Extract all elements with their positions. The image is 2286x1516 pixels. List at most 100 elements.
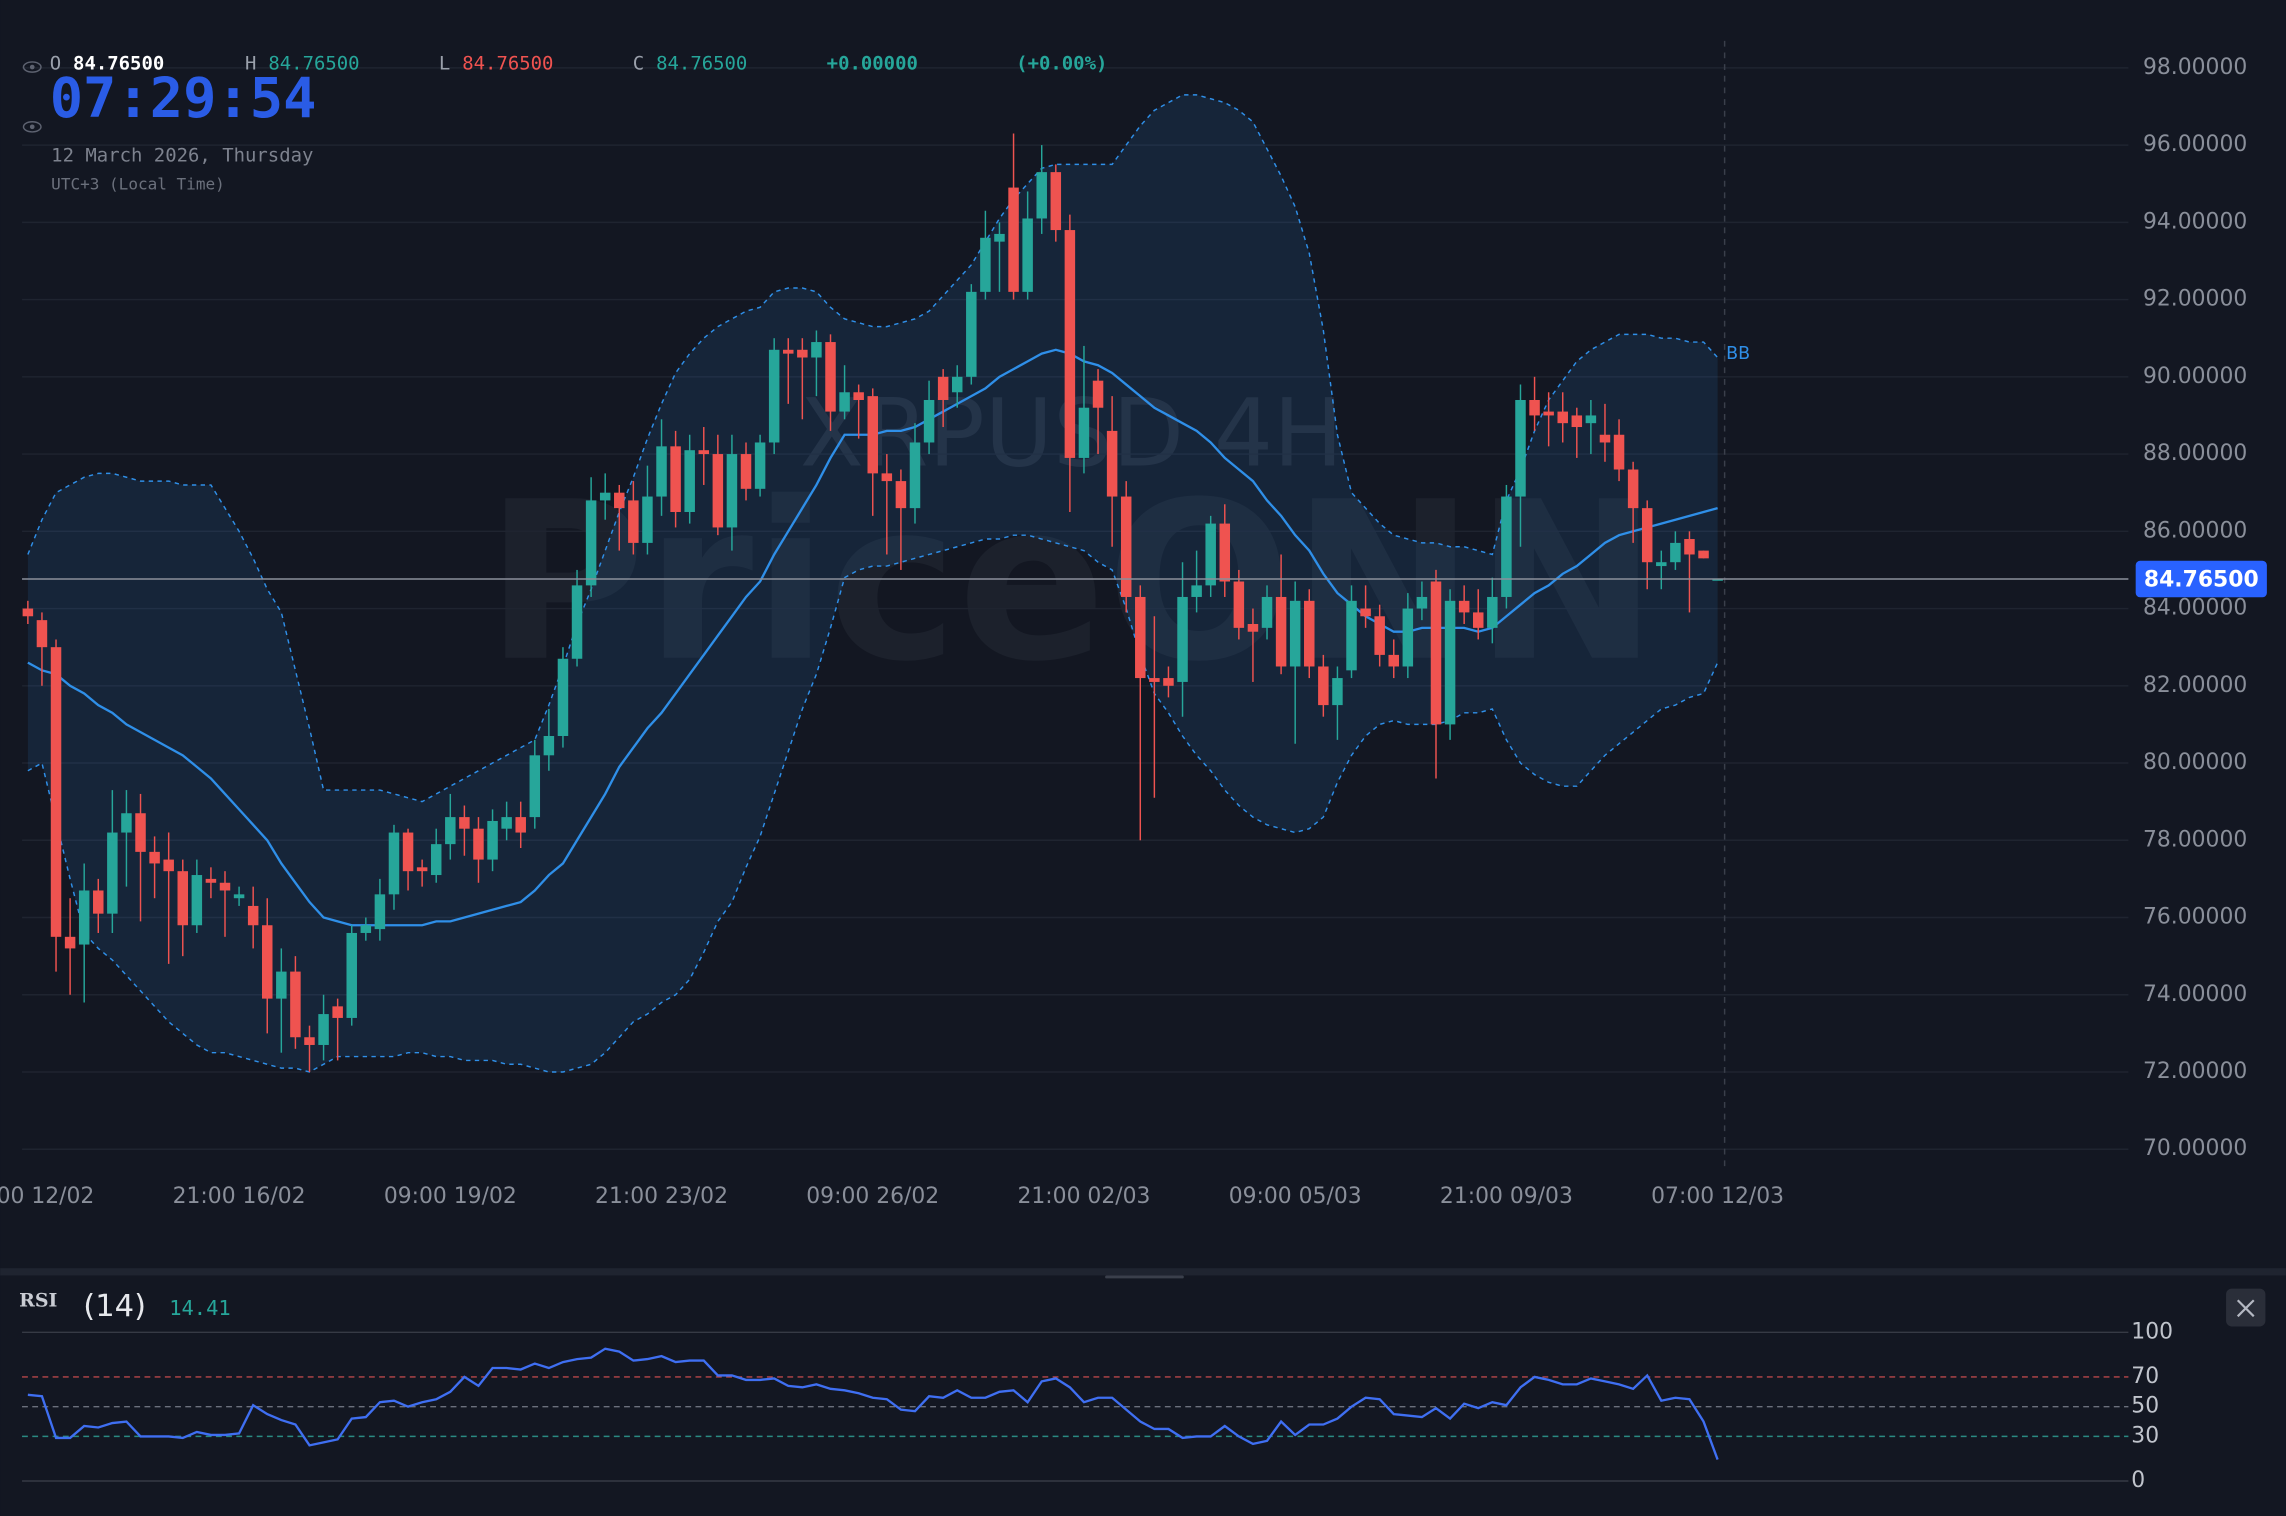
y-tick-label: 84.00000 (2143, 596, 2247, 621)
candle-body (1008, 187, 1019, 292)
candle-body (599, 492, 611, 501)
candle-body (698, 450, 710, 455)
candle-body (1318, 666, 1329, 706)
candle-body (163, 859, 174, 872)
candle-body (459, 817, 470, 829)
candle-body (219, 882, 231, 891)
candle-body (768, 349, 780, 443)
candle-body (304, 1037, 315, 1045)
candle-body (656, 446, 667, 497)
candle-body (388, 832, 400, 895)
high-value: 84.76500 (268, 53, 359, 75)
y-tick-label: 76.00000 (2143, 905, 2247, 930)
rsi-name: RSI (19, 1290, 57, 1312)
last-price-badge (2135, 560, 2267, 598)
bollinger-label: BB (1726, 344, 1750, 364)
rsi-tick-label: 0 (2131, 1468, 2145, 1493)
candle-body (1416, 596, 1428, 609)
y-tick-label: 70.00000 (2143, 1136, 2247, 1161)
candle-body (1289, 600, 1301, 667)
candle-body (1078, 407, 1090, 458)
candle-body (783, 349, 794, 354)
candle-body (1613, 434, 1625, 470)
candle-body (318, 1014, 329, 1045)
eye-icon[interactable] (22, 120, 42, 133)
x-tick-label: 21:00 16/02 (173, 1184, 306, 1209)
candle-body (614, 492, 625, 509)
rsi-pane: 100 70 50 30 0 (22, 1319, 2173, 1493)
low-label: L (439, 53, 450, 75)
rsi-tick-label: 70 (2131, 1364, 2159, 1389)
x-tick-label: 21:00 02/03 (1017, 1184, 1150, 1209)
candle-body (1585, 415, 1597, 424)
candle-body (276, 971, 287, 999)
candle-body (895, 481, 907, 509)
x-tick-label: 21:00 09/03 (1440, 1184, 1573, 1209)
candle-body (121, 813, 132, 833)
x-tick-label: 09:00 19/02 (384, 1184, 517, 1209)
candle-body (754, 442, 766, 489)
candle-body (50, 647, 62, 937)
candle-body (1360, 608, 1371, 617)
candles (22, 133, 1723, 1073)
axis-labels: 70.00000 72.00000 74.00000 76.00000 78.00000… (0, 55, 2267, 1209)
candle-body (923, 399, 935, 443)
close-button[interactable] (2226, 1288, 2266, 1327)
candle-body (867, 396, 878, 474)
candle-body (191, 875, 203, 926)
y-tick-label: 80.00000 (2143, 750, 2247, 775)
eye-icon[interactable] (22, 61, 42, 73)
candle-body (571, 585, 583, 659)
candle-body (1135, 596, 1146, 679)
candle-body (416, 867, 428, 872)
candle-body (1472, 612, 1484, 628)
change-percent: (+0.00%) (1016, 53, 1107, 75)
candle-body (261, 925, 273, 999)
candle-body (1388, 654, 1399, 667)
candle-body (1402, 608, 1414, 667)
candle-body (1571, 415, 1583, 428)
candle-body (1374, 616, 1385, 655)
candle-body (445, 817, 456, 845)
candle-body (473, 828, 484, 860)
candle-body (1656, 562, 1667, 567)
candle-body (515, 817, 526, 833)
candle-body (1120, 496, 1132, 597)
candle-body (1627, 469, 1639, 509)
change-value: +0.00000 (827, 53, 918, 75)
candle-body (839, 392, 850, 412)
candle-body (1205, 523, 1216, 586)
candle-body (501, 817, 512, 829)
candle-body (1261, 596, 1273, 628)
rsi-line (27, 1347, 1719, 1460)
candle-body (1304, 600, 1315, 667)
candle-body (1219, 523, 1231, 582)
candle-body (1543, 411, 1554, 416)
candle-body (726, 454, 738, 528)
clock-zone: UTC+3 (Local Time) (51, 175, 225, 194)
x-tick-label: 21:00 12/02 (0, 1184, 94, 1209)
grid (22, 67, 2129, 1150)
candle-body (585, 500, 597, 586)
candle-body (1684, 539, 1695, 555)
close-label: C (633, 53, 644, 75)
candle-body (1346, 600, 1357, 671)
candle-body (670, 446, 681, 512)
candle-body (853, 392, 864, 400)
candle-body (1149, 678, 1160, 682)
candle-body (811, 342, 822, 358)
pane-handle[interactable] (1105, 1275, 1184, 1279)
x-tick-label: 09:00 26/02 (806, 1184, 939, 1209)
candle-body (205, 878, 217, 883)
candle-body (1458, 600, 1470, 613)
candle-body (628, 500, 639, 543)
candle-body (980, 237, 991, 292)
candle-body (487, 820, 498, 860)
bollinger-upper (27, 94, 1719, 803)
y-tick-label: 88.00000 (2143, 441, 2247, 466)
candle-body (233, 894, 245, 899)
candle-body (36, 620, 48, 648)
candle-body (247, 905, 259, 926)
high-label: H (245, 53, 256, 75)
